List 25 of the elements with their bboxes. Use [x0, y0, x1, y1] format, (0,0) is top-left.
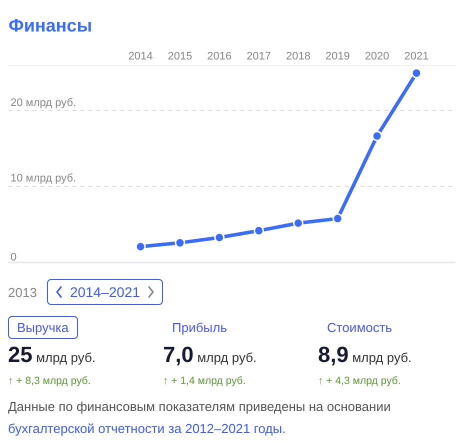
- text: ↑ + 8,3 млрд руб.: [8, 374, 91, 388]
- text: бухгалтерской отчетности за 2012–2021 годы.: [8, 421, 286, 436]
- text: ↑ + 1,4 млрд руб.: [163, 374, 246, 388]
- text: 2014–2021: [70, 283, 140, 302]
- y-tick-label: 20 млрд руб.: [10, 96, 76, 109]
- text: 7,0 млрд руб.: [163, 342, 257, 367]
- x-tick-label: 2018: [286, 50, 310, 62]
- text: Стоимость: [327, 319, 392, 337]
- y-tick-label: 0: [10, 252, 17, 264]
- text: 25 млрд руб.: [8, 342, 96, 367]
- text: Данные по финансовым показателям приведены на основании: [8, 399, 391, 414]
- text: Прибыль: [172, 319, 227, 337]
- text: Выручка: [8, 316, 78, 339]
- y-tick-label: 10 млрд руб.: [10, 172, 76, 185]
- x-tick-label: 2014: [128, 50, 153, 62]
- text: 2013: [8, 284, 37, 302]
- text: 8,9 млрд руб.: [318, 342, 412, 367]
- chart-title: Финансы: [8, 16, 92, 36]
- x-tick-label: 2021: [404, 50, 429, 62]
- x-tick-label: 2017: [246, 50, 272, 62]
- text: ↑ + 4,3 млрд руб.: [318, 374, 401, 388]
- x-tick-label: 2020: [364, 50, 390, 62]
- x-tick-label: 2019: [325, 50, 350, 62]
- x-tick-label: 2016: [207, 50, 232, 62]
- x-tick-label: 2015: [168, 50, 192, 62]
